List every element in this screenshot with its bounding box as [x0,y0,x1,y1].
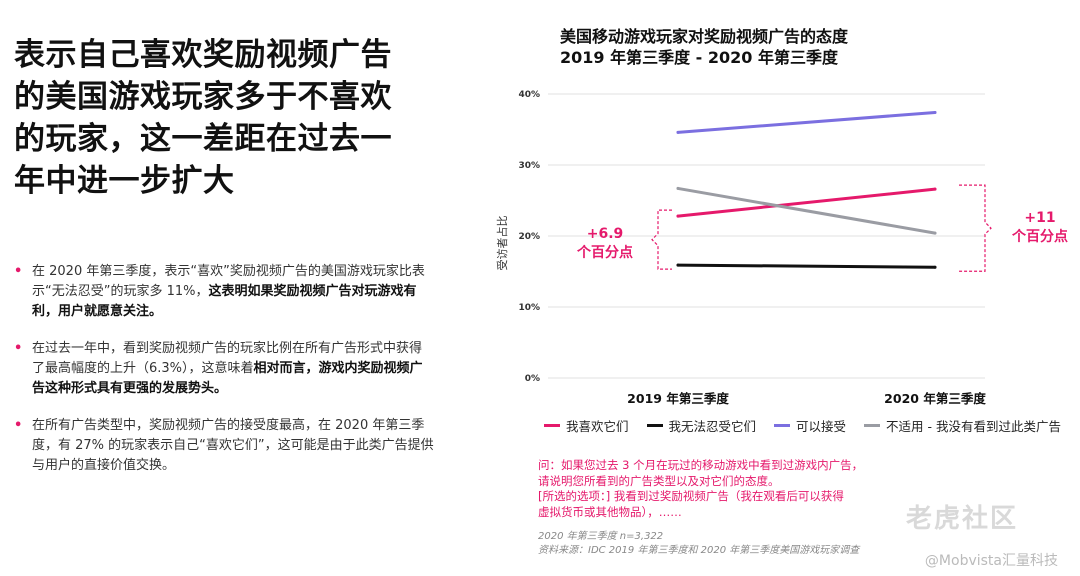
legend-label: 可以接受 [796,419,847,434]
y-tick-label: 20% [518,232,540,242]
chart-legend: 我喜欢它们 我无法忍受它们 可以接受 不适用 - 我没有看到过此类广告 [544,416,1061,435]
bullet-icon: • [14,341,23,356]
bullet-item: • 在 2020 年第三季度，表示“喜欢”奖励视频广告的美国游戏玩家比表示“无法忍… [14,264,425,319]
y-tick-label: 10% [518,303,540,313]
y-tick-label: 30% [518,161,540,171]
legend-item: 我喜欢它们 [544,416,629,435]
data-point [676,263,680,267]
legend-swatch [646,424,663,427]
data-point [933,110,937,114]
chart-title-line: 美国移动游戏玩家对奖励视频广告的态度 [560,27,849,46]
bullet-item: • 在过去一年中，看到奖励视频广告的玩家比例在所有广告形式中获得了最高幅度的上升（… [14,341,423,396]
y-tick-label: 0% [525,374,540,384]
annotation-label: 个百分点 [1011,228,1068,245]
data-point [676,214,680,218]
series-line [676,110,937,134]
chart-title: 美国移动游戏玩家对奖励视频广告的态度 2019 年第三季度 - 2020 年第三… [560,26,848,68]
annotation-bracket [959,184,992,272]
chart-subtitle: 2019 年第三季度 - 2020 年第三季度 [560,48,838,67]
y-tick-label: 40% [518,90,540,100]
data-point [676,130,680,134]
annotation-label: +11 [1024,210,1055,226]
bullet-list: • 在 2020 年第三季度，表示“喜欢”奖励视频广告的美国游戏玩家比表示“无法忍… [14,262,434,493]
watermark: @Mobvista汇量科技 [924,553,1058,569]
annotation-label: +6.9 [587,226,624,242]
data-point [933,187,937,191]
headline: 表示自己喜欢奖励视频广告 的美国游戏玩家多于不喜欢 的玩家，这一差距在过去一 年… [14,34,444,202]
series-line [676,186,937,235]
series-line [676,187,937,218]
annotation-bracket [651,209,672,270]
headline-line: 的美国游戏玩家多于不喜欢 [14,79,392,115]
y-axis-label: 受访者占比 [495,216,509,271]
legend-item: 我无法忍受它们 [646,416,757,435]
legend-swatch [774,424,791,427]
legend-label: 不适用 - 我没有看到过此类广告 [886,419,1062,434]
x-tick-label: 2019 年第三季度 [627,391,729,406]
data-point [933,265,937,269]
headline-line: 年中进一步扩大 [14,163,235,199]
data-point [676,186,680,190]
legend-label: 我无法忍受它们 [668,419,757,434]
series-line [676,263,937,269]
headline-line: 表示自己喜欢奖励视频广告 [14,37,392,73]
watermark-logo: 老虎社区 [906,504,1019,534]
data-point [933,231,937,235]
legend-item: 可以接受 [774,416,846,435]
survey-question-note: 问：如果您过去 3 个月在玩过的移动游戏中看到过游戏内广告， 请说明您所看到的广… [538,458,864,519]
legend-item: 不适用 - 我没有看到过此类广告 [864,416,1061,435]
legend-label: 我喜欢它们 [566,419,629,434]
x-tick-label: 2020 年第三季度 [884,391,986,406]
headline-line: 的玩家，这一差距在过去一 [14,121,392,157]
legend-swatch [864,424,881,427]
legend-swatch [544,424,560,427]
annotation-label: 个百分点 [576,244,633,261]
source-note: 2020 年第三季度 n=3,322 资料来源：IDC 2019 年第三季度和 … [538,531,860,556]
bullet-item: • 在所有广告类型中，奖励视频广告的接受度最高，在 2020 年第三季度，有 27… [14,418,434,473]
bullet-icon: • [14,264,23,279]
bullet-icon: • [14,418,23,433]
